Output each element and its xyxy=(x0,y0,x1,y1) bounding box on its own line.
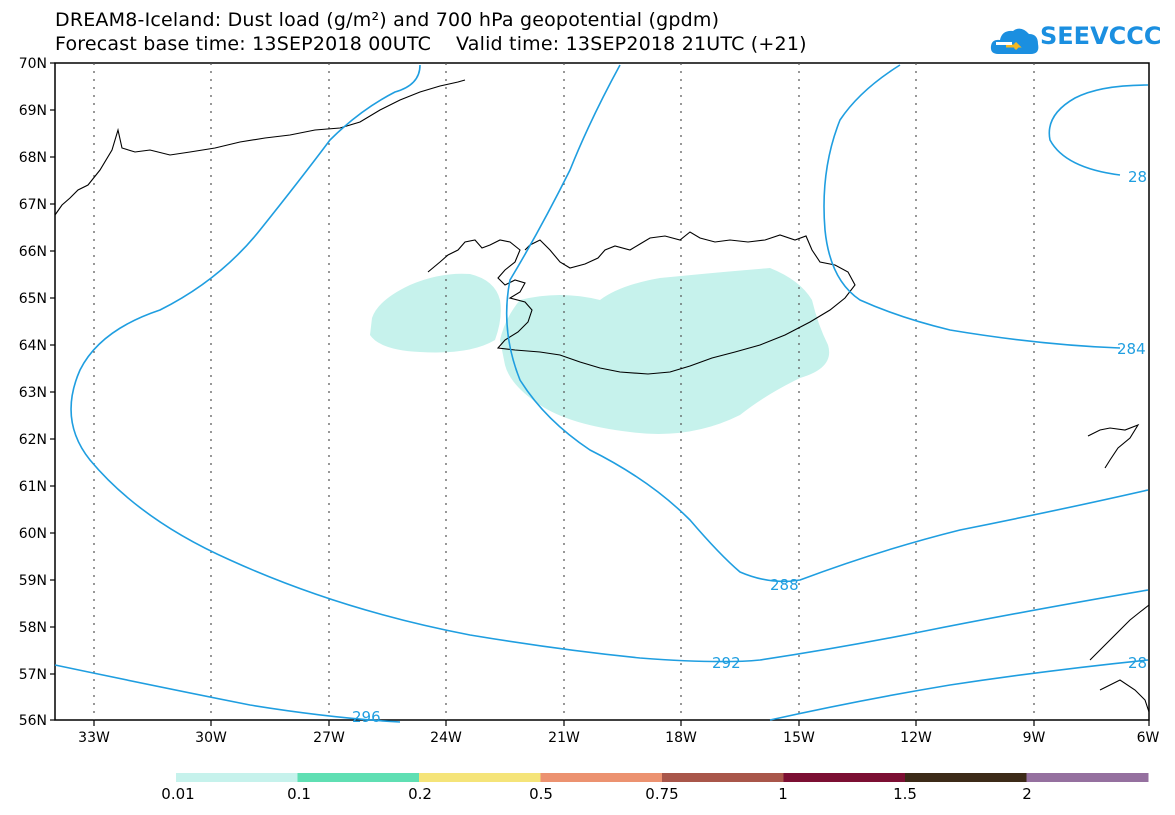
lat-label: 61N xyxy=(19,479,47,495)
longitude-gridlines xyxy=(93,63,1035,720)
cloud-icon xyxy=(990,28,1039,54)
lon-label: 6W xyxy=(1137,730,1160,746)
lat-label: 68N xyxy=(19,150,47,166)
contour-label-288: 288 xyxy=(770,576,799,594)
lat-label: 64N xyxy=(19,338,47,354)
legend-swatch xyxy=(1026,773,1149,782)
axis-ticks xyxy=(50,62,1150,726)
legend-swatch xyxy=(297,773,420,782)
lat-label: 56N xyxy=(19,713,47,729)
lon-label: 33W xyxy=(78,730,110,746)
contour-label-296: 296 xyxy=(352,708,381,726)
lon-label: 21W xyxy=(548,730,580,746)
lon-label: 9W xyxy=(1023,730,1046,746)
map-subtitle: Forecast base time: 13SEP2018 00UTC Vali… xyxy=(55,33,807,55)
lon-label: 15W xyxy=(783,730,815,746)
lat-label: 62N xyxy=(19,432,47,448)
contour-labels: 288 292 296 284 28 28 xyxy=(352,168,1147,726)
lat-label: 60N xyxy=(19,526,47,542)
contour-label-28-north: 28 xyxy=(1128,168,1147,186)
map-title: DREAM8-Iceland: Dust load (g/m²) and 700… xyxy=(55,9,720,31)
lat-label: 57N xyxy=(19,667,47,683)
lon-label: 30W xyxy=(195,730,227,746)
latitude-labels: 70N 69N 68N 67N 66N 65N 64N 63N 62N 61N … xyxy=(19,56,47,729)
logo-text: SEEVCCC xyxy=(1040,22,1162,50)
longitude-labels: 33W 30W 27W 24W 21W 18W 15W 12W 9W 6W xyxy=(78,730,1159,746)
lat-label: 69N xyxy=(19,103,47,119)
lat-label: 59N xyxy=(19,573,47,589)
legend-swatch xyxy=(783,773,906,782)
dust-load-fill xyxy=(370,268,830,434)
legend-swatch xyxy=(905,773,1027,782)
contour-label-292: 292 xyxy=(712,654,741,672)
legend-swatch xyxy=(540,773,663,782)
lat-label: 66N xyxy=(19,244,47,260)
lat-label: 70N xyxy=(19,56,47,72)
legend-swatch xyxy=(176,773,298,782)
lat-label: 67N xyxy=(19,197,47,213)
coastlines xyxy=(54,79,1150,713)
lat-label: 63N xyxy=(19,385,47,401)
contour-label-28-south: 28 xyxy=(1128,654,1147,672)
legend-swatch xyxy=(419,773,541,782)
lon-label: 24W xyxy=(430,730,462,746)
lon-label: 27W xyxy=(313,730,345,746)
lat-label: 58N xyxy=(19,620,47,636)
contour-label-284: 284 xyxy=(1117,340,1146,358)
legend-colorbar xyxy=(176,773,1149,782)
lon-label: 18W xyxy=(665,730,697,746)
lat-label: 65N xyxy=(19,291,47,307)
geopotential-contours xyxy=(54,64,1149,723)
legend-swatch xyxy=(662,773,784,782)
lon-label: 12W xyxy=(900,730,932,746)
